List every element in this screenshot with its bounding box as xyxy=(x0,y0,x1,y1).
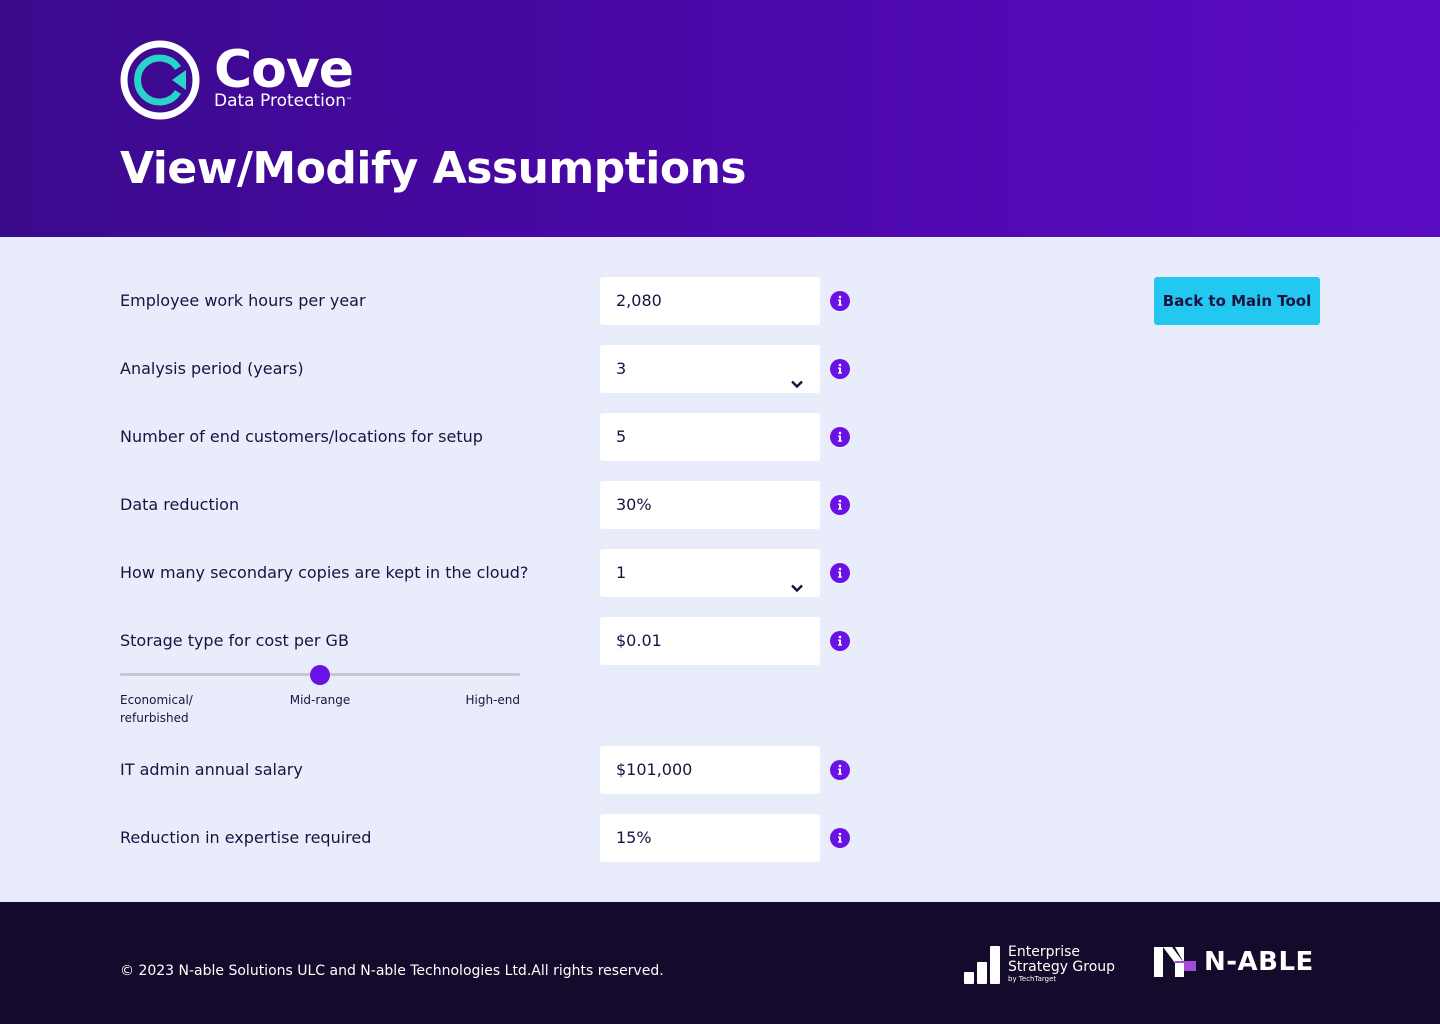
copyright-text: © 2023 N-able Solutions ULC and N-able T… xyxy=(120,963,664,979)
esg-bars-icon xyxy=(964,944,1000,984)
select-value: 1 xyxy=(616,563,627,582)
work-hours-input[interactable] xyxy=(600,277,820,325)
end-customers-input[interactable] xyxy=(600,413,820,461)
assumptions-form: Back to Main Tool Employee work hours pe… xyxy=(0,237,1440,902)
field-row-analysis-period: Analysis period (years) 3 xyxy=(120,345,860,393)
page-title: View/Modify Assumptions xyxy=(120,143,747,194)
brand-subtitle: Data Protection™ xyxy=(214,92,353,110)
chevron-down-icon xyxy=(790,566,804,593)
nable-wordmark: N-ABLE xyxy=(1204,947,1314,977)
storage-type-slider[interactable] xyxy=(120,662,520,686)
cove-logo[interactable]: Cove Data Protection™ xyxy=(120,40,354,120)
brand-name: Cove xyxy=(214,40,354,100)
field-label: Analysis period (years) xyxy=(120,359,304,378)
field-label: IT admin annual salary xyxy=(120,760,303,779)
esg-line-3: by TechTarget xyxy=(1008,975,1057,983)
page-header: Cove Data Protection™ View/Modify Assump… xyxy=(0,0,1440,237)
info-icon[interactable] xyxy=(830,760,850,780)
esg-logo[interactable]: Enterprise Strategy Group by TechTarget xyxy=(964,940,1115,984)
info-icon[interactable] xyxy=(830,427,850,447)
field-row-storage-type: Storage type for cost per GB xyxy=(120,617,860,665)
brand-subtitle-text: Data Protection xyxy=(214,91,346,111)
field-label: Data reduction xyxy=(120,495,240,514)
data-reduction-input[interactable] xyxy=(600,481,820,529)
slider-label-economical: Economical/ refurbished xyxy=(120,693,193,725)
page-footer: © 2023 N-able Solutions ULC and N-able T… xyxy=(0,902,1440,1024)
info-icon[interactable] xyxy=(830,495,850,515)
field-row-admin-salary: IT admin annual salary xyxy=(120,746,860,794)
field-row-end-customers: Number of end customers/locations for se… xyxy=(120,413,860,461)
slider-label-high-end: High-end xyxy=(465,693,520,707)
nable-logo[interactable]: N-ABLE xyxy=(1154,946,1314,978)
field-row-expertise-reduction: Reduction in expertise required xyxy=(120,814,860,862)
admin-salary-input[interactable] xyxy=(600,746,820,794)
esg-line-2: Strategy Group xyxy=(1008,959,1116,975)
slider-label-mid-range: Mid-range xyxy=(289,693,351,707)
esg-line-1: Enterprise xyxy=(1008,944,1081,960)
field-row-data-reduction: Data reduction xyxy=(120,481,860,529)
select-value: 3 xyxy=(616,359,627,378)
chevron-down-icon xyxy=(790,362,804,389)
field-row-secondary-copies: How many secondary copies are kept in th… xyxy=(120,549,860,597)
slider-labels: Economical/ refurbished Mid-range High-e… xyxy=(120,691,520,731)
info-icon[interactable] xyxy=(830,631,850,651)
slider-thumb[interactable] xyxy=(310,665,330,685)
trademark-mark: ™ xyxy=(346,97,352,104)
info-icon[interactable] xyxy=(830,563,850,583)
field-label: How many secondary copies are kept in th… xyxy=(120,563,529,582)
field-label: Storage type for cost per GB xyxy=(120,631,349,650)
field-label: Employee work hours per year xyxy=(120,291,366,310)
field-row-work-hours: Employee work hours per year xyxy=(120,277,860,325)
back-to-main-tool-button[interactable]: Back to Main Tool xyxy=(1154,277,1320,325)
info-icon[interactable] xyxy=(830,828,850,848)
expertise-reduction-input[interactable] xyxy=(600,814,820,862)
info-icon[interactable] xyxy=(830,291,850,311)
field-label: Number of end customers/locations for se… xyxy=(120,427,483,446)
info-icon[interactable] xyxy=(830,359,850,379)
nable-mark-icon xyxy=(1154,947,1196,977)
cove-logo-icon xyxy=(120,40,200,120)
storage-cost-input[interactable] xyxy=(600,617,820,665)
secondary-copies-select[interactable]: 1 xyxy=(600,549,820,597)
analysis-period-select[interactable]: 3 xyxy=(600,345,820,393)
field-label: Reduction in expertise required xyxy=(120,828,372,847)
